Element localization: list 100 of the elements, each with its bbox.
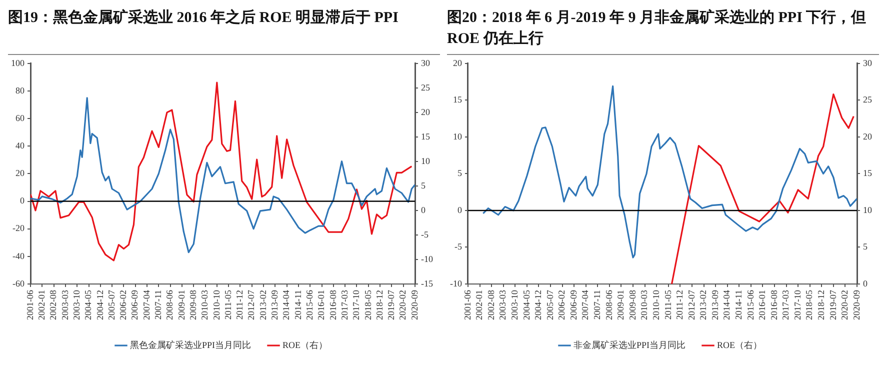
x-tick-label: 2018-12	[816, 290, 826, 320]
x-tick-label: 2011-05	[662, 290, 673, 320]
x-tick-label: 2009-08	[188, 290, 198, 320]
y2-tick-label: -15	[421, 278, 434, 288]
y-tick-label: -5	[454, 242, 462, 252]
x-tick-label: 2020-09	[851, 290, 862, 320]
y-tick-label: 20	[452, 58, 462, 68]
y-tick-label: 0	[457, 204, 462, 215]
x-tick-label: 2019-07	[828, 290, 838, 320]
y2-tick-label: 15	[421, 131, 431, 142]
x-tick-label: 2011-05	[222, 290, 233, 320]
x-tick-label: 2001-06	[24, 290, 35, 320]
x-tick-label: 2003-10	[71, 290, 82, 320]
legend-label: ROE（右）	[282, 340, 328, 350]
x-tick-label: 2002-01	[36, 290, 47, 320]
x-tick-label: 2002-01	[474, 290, 484, 320]
x-tick-label: 2013-02	[258, 290, 268, 320]
x-tick-label: 2010-10	[650, 290, 661, 320]
legend-label: ROE（右）	[717, 340, 762, 350]
y-tick-label: -10	[450, 278, 462, 288]
x-tick-label: 2014-04	[281, 290, 292, 320]
y2-tick-label: 10	[421, 156, 431, 166]
legend-label: 黑色金属矿采选业PPI当月同比	[130, 340, 252, 350]
x-tick-label: 2010-03	[639, 290, 650, 320]
x-tick-label: 2017-03	[339, 290, 350, 320]
x-tick-label: 2019-07	[386, 290, 396, 320]
x-tick-label: 2004-12	[94, 290, 105, 320]
x-tick-label: 2006-02	[118, 290, 128, 320]
x-tick-label: 2012-07	[686, 290, 696, 320]
x-tick-label: 2004-05	[83, 290, 94, 320]
y2-tick-label: 0	[863, 278, 868, 288]
x-tick-label: 2011-12	[674, 290, 685, 320]
y2-tick-label: 5	[421, 180, 426, 190]
x-tick-label: 2016-01	[316, 290, 326, 320]
x-tick-label: 2017-03	[780, 290, 791, 320]
x-tick-label: 2001-06	[462, 290, 472, 320]
x-tick-label: 2009-08	[627, 290, 638, 320]
x-tick-label: 2006-09	[568, 290, 578, 320]
x-tick-label: 2011-12	[234, 290, 245, 320]
y-tick-label: 20	[16, 168, 25, 178]
x-tick-label: 2014-11	[292, 290, 303, 320]
y2-tick-label: -5	[421, 229, 429, 240]
y2-tick-label: 20	[421, 106, 431, 117]
x-tick-label: 2002-08	[486, 290, 496, 320]
x-tick-label: 2006-09	[130, 290, 140, 320]
x-tick-label: 2016-01	[757, 290, 768, 320]
x-tick-label: 2012-07	[246, 290, 256, 320]
x-tick-label: 2007-04	[580, 290, 590, 320]
x-tick-label: 2002-08	[48, 290, 58, 320]
x-tick-label: 2010-10	[211, 290, 222, 320]
x-tick-label: 2004-12	[533, 290, 544, 320]
y2-tick-label: 25	[863, 94, 872, 105]
x-tick-label: 2005-07	[544, 290, 555, 320]
x-tick-label: 2016-08	[328, 290, 338, 320]
y2-tick-label: 5	[863, 242, 868, 252]
y-tick-label: -60	[12, 278, 25, 288]
x-tick-label: 2010-03	[200, 290, 210, 320]
x-tick-label: 2020-09	[409, 290, 420, 320]
x-tick-label: 2013-09	[710, 290, 720, 320]
x-tick-label: 2015-06	[304, 290, 314, 320]
chart-title: 图19：黑色金属矿采选业 2016 年之后 ROE 明显滞后于 PPI	[8, 8, 440, 55]
x-tick-label: 2018-05	[804, 290, 814, 320]
x-tick-label: 2007-04	[141, 290, 152, 320]
x-tick-label: 2003-10	[510, 290, 520, 320]
x-tick-label: 2004-05	[521, 290, 532, 320]
y2-tick-label: 25	[421, 82, 431, 92]
x-tick-label: 2013-09	[270, 290, 280, 320]
y2-tick-label: 0	[421, 204, 426, 215]
legend-label: 非金属矿采选业PPI当月同比	[573, 340, 686, 350]
x-tick-label: 2016-08	[768, 290, 779, 320]
y-tick-label: 15	[452, 94, 462, 105]
x-tick-label: 2006-02	[556, 290, 567, 320]
x-tick-label: 2017-10	[792, 290, 802, 320]
y2-tick-label: 20	[863, 131, 872, 142]
y2-tick-label: 30	[863, 58, 872, 68]
x-tick-label: 2008-06	[604, 290, 614, 320]
x-tick-label: 2009-01	[616, 290, 626, 320]
x-tick-label: 2020-02	[840, 290, 850, 320]
y-tick-label: 5	[457, 168, 462, 178]
x-tick-label: 2013-02	[698, 290, 708, 320]
y-tick-label: 60	[16, 112, 25, 123]
y-tick-label: 80	[16, 85, 25, 96]
y2-tick-label: 15	[863, 168, 872, 178]
x-tick-label: 2005-07	[106, 290, 116, 320]
x-tick-label: 2014-04	[722, 290, 732, 320]
x-tick-label: 2017-10	[351, 290, 362, 320]
x-tick-label: 2018-05	[362, 290, 373, 320]
x-tick-label: 2015-06	[745, 290, 756, 320]
y2-tick-label: 30	[421, 58, 431, 68]
y-tick-label: 10	[452, 131, 462, 142]
x-tick-label: 2003-03	[498, 290, 508, 320]
y-tick-label: -40	[12, 250, 25, 261]
x-tick-label: 2007-11	[592, 290, 602, 320]
y-tick-label: 40	[16, 140, 25, 150]
y2-tick-label: 10	[863, 204, 872, 215]
x-tick-label: 2003-03	[60, 290, 70, 320]
x-tick-label: 2008-06	[164, 290, 175, 320]
y-tick-label: 100	[11, 58, 25, 68]
x-tick-label: 2014-11	[733, 290, 744, 320]
x-tick-label: 2009-01	[176, 290, 186, 320]
